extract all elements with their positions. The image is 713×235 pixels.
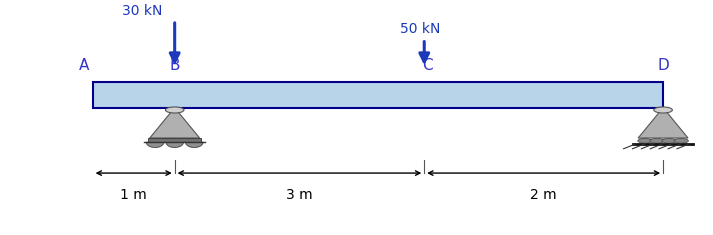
Bar: [148, 138, 201, 142]
Circle shape: [662, 138, 676, 143]
Circle shape: [650, 138, 665, 143]
Circle shape: [654, 107, 672, 113]
Polygon shape: [166, 142, 183, 147]
Circle shape: [674, 138, 689, 143]
Circle shape: [165, 107, 184, 113]
Text: B: B: [170, 58, 180, 73]
Circle shape: [637, 138, 652, 143]
Polygon shape: [638, 108, 688, 138]
Text: 30 kN: 30 kN: [123, 4, 163, 18]
Text: D: D: [657, 58, 669, 73]
Text: C: C: [423, 58, 433, 73]
Text: A: A: [79, 58, 89, 73]
Polygon shape: [150, 108, 200, 138]
Text: 3 m: 3 m: [286, 188, 313, 202]
Text: 1 m: 1 m: [120, 188, 147, 202]
Polygon shape: [185, 142, 203, 147]
Polygon shape: [146, 142, 164, 147]
Text: 2 m: 2 m: [530, 188, 557, 202]
Text: 50 kN: 50 kN: [401, 22, 441, 36]
Bar: [93, 82, 663, 108]
